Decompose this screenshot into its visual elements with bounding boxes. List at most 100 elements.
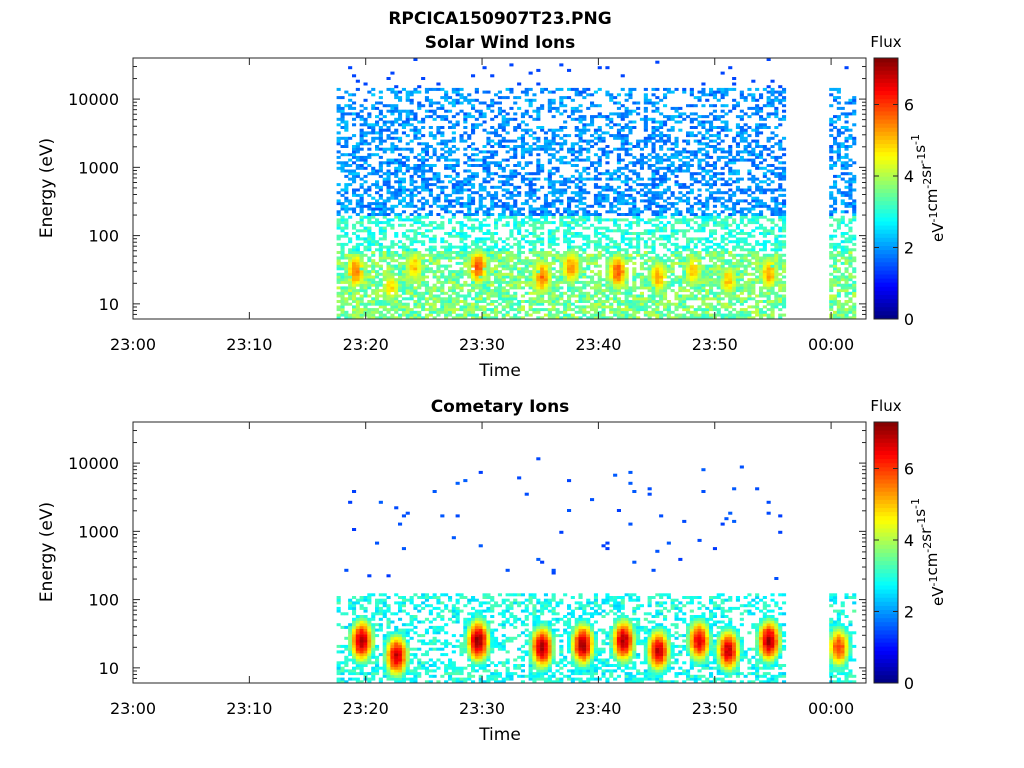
spectrogram-cell (570, 278, 575, 282)
spectrogram-cell (486, 267, 491, 271)
spectrogram-cell (597, 139, 602, 143)
spectrogram-cell (463, 98, 468, 102)
spectrogram-cell (451, 185, 456, 189)
spectrogram-cell (686, 275, 691, 279)
spectrogram-cell (371, 240, 376, 244)
spectrogram-cell (448, 147, 453, 151)
spectrogram-cell (409, 308, 414, 312)
spectrogram-cell (482, 242, 487, 246)
spectrogram-cell (386, 289, 391, 293)
spectrogram-cell (728, 302, 733, 306)
spectrogram-cell (655, 223, 660, 227)
spectrogram-cell (559, 213, 564, 216)
spectrogram-cell (390, 297, 395, 301)
spectrogram-cell (501, 136, 506, 140)
spectrogram-cell (659, 313, 664, 317)
spectrogram-cell (624, 232, 629, 235)
spectrogram-cell (551, 275, 556, 279)
spectrogram-cell (666, 188, 671, 192)
spectrogram-cell (651, 248, 656, 252)
spectrogram-cell (398, 264, 403, 268)
spectrogram-cell (712, 308, 717, 312)
spectrogram-cell (501, 259, 506, 263)
spectrogram-cell (467, 134, 472, 138)
spectrogram-cell (563, 221, 568, 225)
spectrogram-cell (701, 134, 706, 138)
spectrogram-cell (517, 229, 522, 233)
spectrogram-cell (674, 242, 679, 246)
spectrogram-cell (455, 294, 460, 298)
spectrogram-cell (424, 264, 429, 268)
spectrogram-cell (398, 188, 403, 192)
spectrogram-cell (371, 278, 376, 282)
spectrogram-cell (590, 101, 595, 105)
spectrogram-cell (712, 232, 717, 235)
spectrogram-cell (643, 120, 648, 124)
spectrogram-cell (697, 286, 702, 290)
spectrogram-cell (720, 177, 725, 181)
spectrogram-cell (444, 139, 449, 143)
spectrogram-cell (616, 185, 621, 189)
spectrogram-cell (352, 188, 357, 192)
spectrogram-cell (344, 316, 349, 320)
spectrogram-cell (605, 283, 610, 287)
spectrogram-cell (352, 275, 357, 279)
spectrogram-cell (632, 275, 637, 279)
spectrogram-cell (490, 289, 495, 293)
spectrogram-cell (666, 117, 671, 121)
spectrogram-cell (540, 215, 545, 219)
spectrogram-cell (401, 218, 406, 222)
spectrogram-cell (678, 128, 683, 132)
spectrogram-cell (482, 115, 487, 119)
spectrogram-cell (367, 153, 372, 157)
spectrogram-cell (520, 147, 525, 151)
spectrogram-cell (647, 117, 652, 121)
spectrogram-cell (643, 221, 648, 225)
spectrogram-cell (689, 291, 694, 295)
spectrogram-cell (586, 259, 591, 263)
spectrogram-cell (501, 305, 506, 309)
spectrogram-cell (555, 150, 560, 154)
spectrogram-cell (513, 126, 518, 129)
spectrogram-cell (471, 248, 476, 252)
spectrogram-cell (620, 115, 625, 119)
spectrogram-cell (720, 251, 725, 254)
spectrogram-cell (543, 218, 548, 222)
spectrogram-cell (459, 210, 464, 214)
spectrogram-cell (624, 106, 629, 110)
spectrogram-cell (582, 117, 587, 121)
spectrogram-cell (348, 153, 353, 157)
spectrogram-cell (643, 96, 648, 100)
spectrogram-cell (394, 147, 399, 151)
spectrogram-cell (459, 221, 464, 225)
spectrogram-cell (478, 272, 483, 276)
spectrogram-cell (340, 126, 345, 129)
spectrogram-cell (543, 213, 548, 216)
spectrogram-cell (409, 128, 414, 132)
spectrogram-cell (363, 291, 368, 295)
spectrogram-cell (547, 180, 552, 184)
spectrogram-cell (421, 280, 426, 284)
spectrogram-cell (551, 308, 556, 312)
spectrogram-cell (574, 253, 579, 257)
spectrogram-cell (336, 264, 341, 268)
spectrogram-cell (536, 158, 541, 162)
spectrogram-cell (563, 232, 568, 235)
spectrogram-cell (582, 218, 587, 222)
spectrogram-cell (413, 115, 418, 119)
spectrogram-cell (647, 164, 652, 167)
spectrogram-cell (478, 202, 483, 206)
spectrogram-cell (509, 204, 514, 208)
spectrogram-cell (693, 242, 698, 246)
spectrogram-cell (421, 305, 426, 309)
spectrogram-cell (340, 297, 345, 301)
spectrogram-cell (428, 134, 433, 138)
spectrogram-cell (390, 242, 395, 246)
spectrogram-cell (666, 240, 671, 244)
spectrogram-cell (517, 272, 522, 276)
spectrogram-cell (455, 120, 460, 124)
spectrogram-cell (609, 275, 614, 279)
spectrogram-cell (651, 210, 656, 214)
spectrogram-cell (467, 261, 472, 265)
spectrogram-cell (474, 109, 479, 113)
